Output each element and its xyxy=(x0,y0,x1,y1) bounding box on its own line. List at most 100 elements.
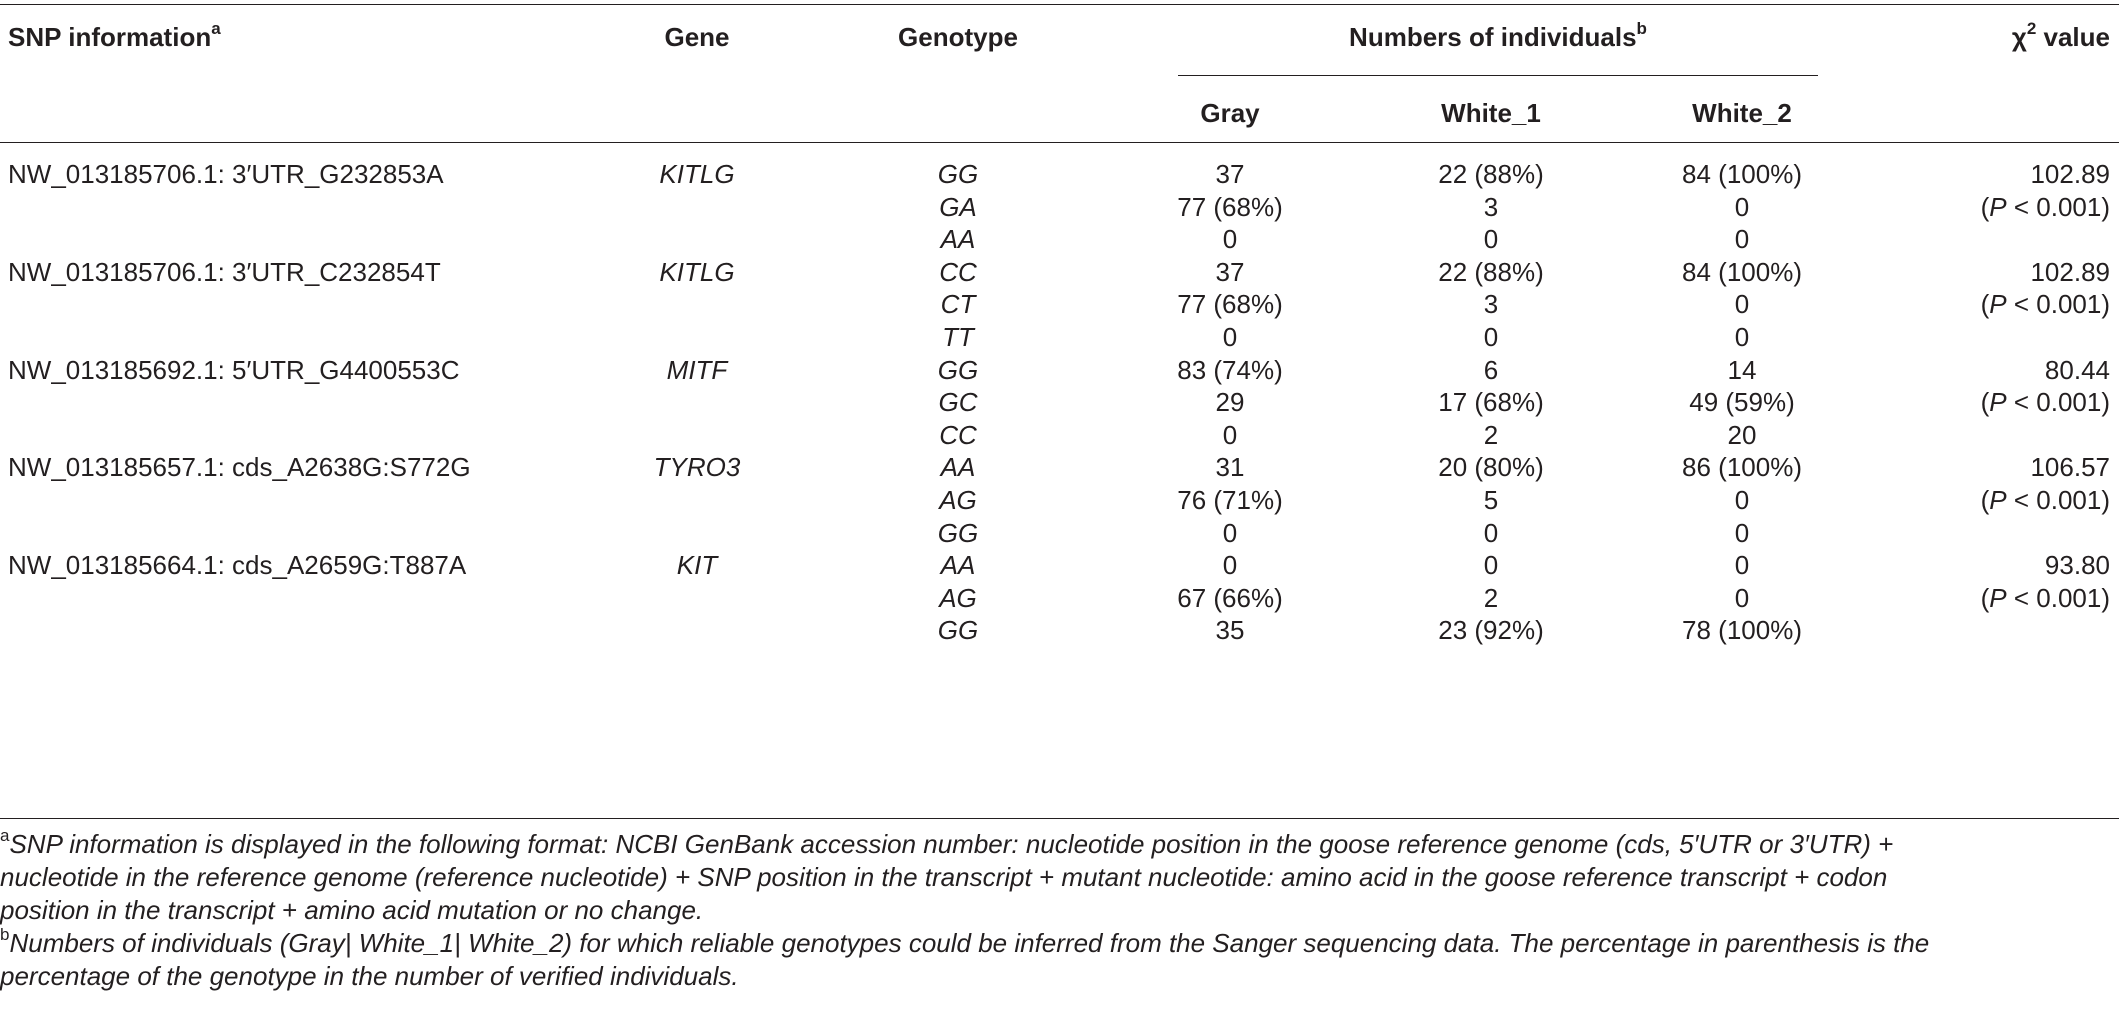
cell-chi-square: 93.80 xyxy=(2044,550,2110,581)
cell-gray: 67 (66%) xyxy=(1177,582,1283,613)
footnote-mark: b xyxy=(0,925,10,945)
cell-gray: 77 (68%) xyxy=(1177,191,1283,222)
cell-gene: TYRO3 xyxy=(653,452,741,483)
cell-genotype: CC xyxy=(939,256,977,287)
footnote-text: percentage of the genotype in the number… xyxy=(0,961,739,991)
table-top-rule xyxy=(0,4,2119,5)
cell-gene: KITLG xyxy=(659,159,735,189)
cell-white-2: 0 xyxy=(1734,582,1750,613)
cell-white-1: 2 xyxy=(1483,419,1499,450)
footnote-text: nucleotide in the reference genome (refe… xyxy=(0,862,1888,892)
cell-white-1: 20 (80%) xyxy=(1438,452,1544,483)
cell-gene: KIT xyxy=(676,550,718,581)
cell-snp-information: NW_013185706.1: 3′UTR_G232853A xyxy=(8,159,444,189)
cell-genotype: GA xyxy=(939,191,977,222)
cell-gray: 29 xyxy=(1215,387,1245,418)
cell-genotype: CT xyxy=(940,289,976,320)
footnote-line: bNumbers of individuals (Gray| White_1| … xyxy=(0,925,2119,960)
cell-snp-information: NW_013185657.1: cds_A2638G:S772G xyxy=(8,452,471,483)
footnote-line: percentage of the genotype in the number… xyxy=(0,960,2119,993)
header-gray: Gray xyxy=(1200,98,1260,128)
cell-chi-square: (P < 0.001) xyxy=(1980,289,2110,320)
cell-white-2: 0 xyxy=(1734,322,1750,352)
cell-white-1: 0 xyxy=(1483,550,1499,581)
cell-gene: KITLG xyxy=(659,256,735,287)
header-genotype: Genotype xyxy=(898,22,1018,52)
cell-chi-square: 80.44 xyxy=(2044,354,2110,385)
cell-gray: 31 xyxy=(1215,452,1245,483)
header-white-1: White_1 xyxy=(1441,98,1541,128)
cell-genotype: AG xyxy=(939,485,977,515)
cell-gray: 37 xyxy=(1215,159,1245,189)
cell-genotype: CC xyxy=(939,419,977,450)
cell-white-2: 0 xyxy=(1734,191,1750,222)
cell-genotype: AA xyxy=(940,452,976,483)
footnote-text: SNP information is displayed in the foll… xyxy=(9,829,1894,859)
footnote-line: nucleotide in the reference genome (refe… xyxy=(0,861,2119,894)
footnote-text: Numbers of individuals (Gray| White_1| W… xyxy=(9,928,1930,958)
cell-gray: 35 xyxy=(1215,615,1245,646)
footnote-line: aSNP information is displayed in the fol… xyxy=(0,826,2119,861)
cell-white-1: 0 xyxy=(1483,224,1499,255)
cell-gray: 0 xyxy=(1222,224,1238,255)
cell-genotype: GG xyxy=(937,615,979,646)
cell-white-1: 22 (88%) xyxy=(1438,159,1544,189)
cell-gray: 83 (74%) xyxy=(1177,354,1283,385)
cell-white-1: 17 (68%) xyxy=(1438,387,1544,418)
cell-genotype: GG xyxy=(937,354,979,385)
cell-white-2: 20 xyxy=(1727,419,1757,450)
header-bottom-rule xyxy=(0,142,2119,143)
header-gene: Gene xyxy=(664,22,730,52)
cell-chi-square: (P < 0.001) xyxy=(1980,387,2110,418)
cell-gray: 0 xyxy=(1222,322,1238,352)
cell-chi-square: (P < 0.001) xyxy=(1980,485,2110,515)
cell-gray: 0 xyxy=(1222,419,1238,450)
cell-white-1: 6 xyxy=(1483,354,1499,385)
cell-genotype: AG xyxy=(939,582,977,613)
cell-gray: 0 xyxy=(1222,517,1238,548)
cell-genotype: AA xyxy=(940,224,976,255)
cell-white-2: 0 xyxy=(1734,485,1750,515)
cell-white-1: 22 (88%) xyxy=(1438,256,1544,287)
cell-gray: 77 (68%) xyxy=(1177,289,1283,320)
cell-chi-square: 102.89 xyxy=(2030,159,2110,189)
cell-gray: 0 xyxy=(1222,550,1238,581)
cell-white-2: 49 (59%) xyxy=(1689,387,1795,418)
cell-white-2: 0 xyxy=(1734,550,1750,581)
cell-chi-square: 102.89 xyxy=(2030,256,2110,287)
cell-chi-square: (P < 0.001) xyxy=(1980,191,2110,222)
cell-white-1: 5 xyxy=(1483,485,1499,515)
cell-genotype: TT xyxy=(942,322,974,352)
footnote-text: position in the transcript + amino acid … xyxy=(0,895,704,925)
cell-white-2: 84 (100%) xyxy=(1682,159,1802,189)
header-snp-information: SNP informationa xyxy=(8,19,221,52)
footnote-mark: a xyxy=(0,826,10,846)
cell-gray: 37 xyxy=(1215,256,1245,287)
cell-white-1: 0 xyxy=(1483,517,1499,548)
cell-white-2: 0 xyxy=(1734,224,1750,255)
table-bottom-rule xyxy=(0,818,2119,819)
cell-genotype: AA xyxy=(940,550,976,581)
cell-genotype: GG xyxy=(937,517,979,548)
cell-genotype: GG xyxy=(937,159,979,189)
cell-white-1: 0 xyxy=(1483,322,1499,352)
cell-white-1: 2 xyxy=(1483,582,1499,613)
footnote-line: position in the transcript + amino acid … xyxy=(0,894,2119,927)
cell-white-1: 23 (92%) xyxy=(1438,615,1544,646)
header-numbers-of-individuals: Numbers of individualsb xyxy=(1349,19,1647,52)
cell-gray: 76 (71%) xyxy=(1177,485,1283,515)
numbers-group-rule xyxy=(1178,75,1818,76)
header-chi-square-value: χ2 value xyxy=(2011,19,2110,52)
cell-white-1: 3 xyxy=(1483,191,1499,222)
cell-chi-square: (P < 0.001) xyxy=(1980,582,2110,613)
cell-white-2: 84 (100%) xyxy=(1682,256,1802,287)
cell-chi-square: 106.57 xyxy=(2030,452,2110,483)
cell-white-1: 3 xyxy=(1483,289,1499,320)
header-white-2: White_2 xyxy=(1692,98,1792,128)
cell-white-2: 78 (100%) xyxy=(1682,615,1802,646)
cell-snp-information: NW_013185706.1: 3′UTR_C232854T xyxy=(8,256,441,287)
cell-snp-information: NW_013185664.1: cds_A2659G:T887A xyxy=(8,550,467,581)
cell-gene: MITF xyxy=(666,354,728,385)
cell-white-2: 0 xyxy=(1734,289,1750,320)
cell-snp-information: NW_013185692.1: 5′UTR_G4400553C xyxy=(8,354,460,385)
